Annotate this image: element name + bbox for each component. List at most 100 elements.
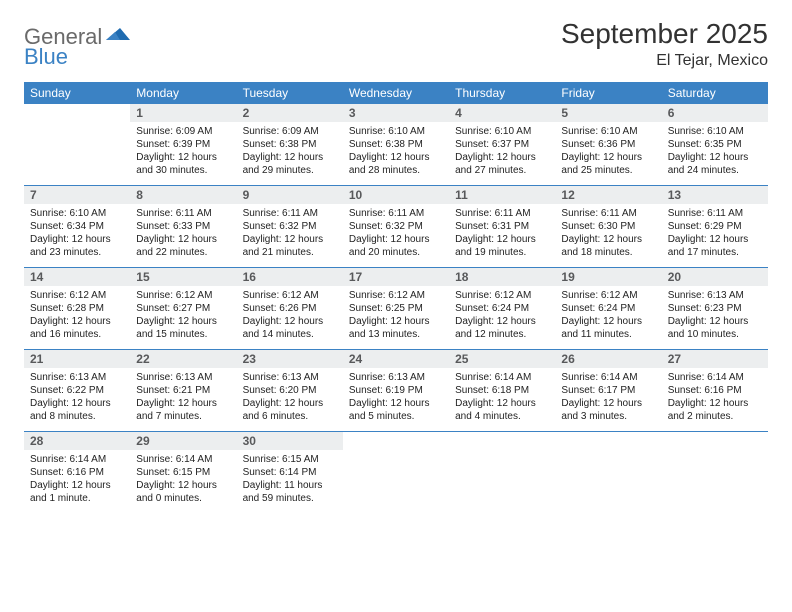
day-cell: 9Sunrise: 6:11 AMSunset: 6:32 PMDaylight… xyxy=(237,186,343,268)
day-cell: 19Sunrise: 6:12 AMSunset: 6:24 PMDayligh… xyxy=(555,268,661,350)
day-number xyxy=(555,432,661,450)
day-number xyxy=(662,432,768,450)
info-line: Sunset: 6:38 PM xyxy=(349,138,443,151)
day-number: 2 xyxy=(237,104,343,122)
day-info: Sunrise: 6:10 AMSunset: 6:37 PMDaylight:… xyxy=(449,122,555,185)
info-line: Sunset: 6:15 PM xyxy=(136,466,230,479)
info-line: Sunrise: 6:11 AM xyxy=(243,207,337,220)
info-line: Daylight: 12 hours xyxy=(561,151,655,164)
day-number: 9 xyxy=(237,186,343,204)
info-line: Sunset: 6:37 PM xyxy=(455,138,549,151)
day-info: Sunrise: 6:11 AMSunset: 6:33 PMDaylight:… xyxy=(130,204,236,267)
info-line: and 18 minutes. xyxy=(561,246,655,259)
info-line: Daylight: 12 hours xyxy=(668,233,762,246)
info-line: and 25 minutes. xyxy=(561,164,655,177)
day-cell: 22Sunrise: 6:13 AMSunset: 6:21 PMDayligh… xyxy=(130,350,236,432)
info-line: Daylight: 12 hours xyxy=(136,315,230,328)
info-line: and 29 minutes. xyxy=(243,164,337,177)
info-line: Daylight: 12 hours xyxy=(349,315,443,328)
day-header: Saturday xyxy=(662,82,768,104)
info-line: Sunset: 6:22 PM xyxy=(30,384,124,397)
info-line: Sunrise: 6:13 AM xyxy=(243,371,337,384)
day-header: Wednesday xyxy=(343,82,449,104)
logo-triangle-icon xyxy=(106,26,130,49)
info-line: Daylight: 12 hours xyxy=(30,315,124,328)
day-cell: 11Sunrise: 6:11 AMSunset: 6:31 PMDayligh… xyxy=(449,186,555,268)
info-line: Daylight: 12 hours xyxy=(30,233,124,246)
day-info: Sunrise: 6:15 AMSunset: 6:14 PMDaylight:… xyxy=(237,450,343,513)
info-line: Sunrise: 6:10 AM xyxy=(349,125,443,138)
day-info xyxy=(449,450,555,510)
info-line: Daylight: 12 hours xyxy=(243,151,337,164)
day-number: 28 xyxy=(24,432,130,450)
location: El Tejar, Mexico xyxy=(561,52,768,70)
info-line: Daylight: 12 hours xyxy=(136,479,230,492)
info-line: Sunset: 6:39 PM xyxy=(136,138,230,151)
info-line: and 7 minutes. xyxy=(136,410,230,423)
day-number: 18 xyxy=(449,268,555,286)
day-number: 24 xyxy=(343,350,449,368)
day-cell: 20Sunrise: 6:13 AMSunset: 6:23 PMDayligh… xyxy=(662,268,768,350)
day-header: Thursday xyxy=(449,82,555,104)
info-line: Sunset: 6:27 PM xyxy=(136,302,230,315)
info-line: and 30 minutes. xyxy=(136,164,230,177)
info-line: Sunset: 6:24 PM xyxy=(561,302,655,315)
week-row: 1 Sunrise: 6:09 AM Sunset: 6:39 PM Daylight… xyxy=(24,104,768,186)
info-line: Sunrise: 6:11 AM xyxy=(349,207,443,220)
day-number: 14 xyxy=(24,268,130,286)
info-line: Sunrise: 6:13 AM xyxy=(30,371,124,384)
info-line: Daylight: 12 hours xyxy=(349,233,443,246)
info-line: and 0 minutes. xyxy=(136,492,230,505)
day-number: 19 xyxy=(555,268,661,286)
info-line: Sunrise: 6:10 AM xyxy=(668,125,762,138)
info-line: Daylight: 12 hours xyxy=(243,397,337,410)
day-number: 5 xyxy=(555,104,661,122)
day-header-row: SundayMondayTuesdayWednesdayThursdayFrid… xyxy=(24,82,768,104)
info-line: Sunset: 6:19 PM xyxy=(349,384,443,397)
info-line: Sunset: 6:30 PM xyxy=(561,220,655,233)
info-line: Sunset: 6:38 PM xyxy=(243,138,337,151)
logo-text-blue: Blue xyxy=(24,44,68,69)
info-line: Daylight: 12 hours xyxy=(30,397,124,410)
day-number: 7 xyxy=(24,186,130,204)
day-number xyxy=(343,432,449,450)
empty-cell xyxy=(24,104,130,186)
info-line: and 11 minutes. xyxy=(561,328,655,341)
day-info: Sunrise: 6:11 AMSunset: 6:32 PMDaylight:… xyxy=(237,204,343,267)
info-line: and 59 minutes. xyxy=(243,492,337,505)
day-number: 12 xyxy=(555,186,661,204)
info-line: Daylight: 12 hours xyxy=(455,233,549,246)
info-line: Sunset: 6:18 PM xyxy=(455,384,549,397)
info-line: Daylight: 12 hours xyxy=(455,397,549,410)
info-line: Sunrise: 6:12 AM xyxy=(30,289,124,302)
day-info: Sunrise: 6:12 AMSunset: 6:28 PMDaylight:… xyxy=(24,286,130,349)
info-line: Daylight: 12 hours xyxy=(668,151,762,164)
week-row: 21Sunrise: 6:13 AMSunset: 6:22 PMDayligh… xyxy=(24,350,768,432)
info-line: and 3 minutes. xyxy=(561,410,655,423)
day-number: 21 xyxy=(24,350,130,368)
info-line: and 2 minutes. xyxy=(668,410,762,423)
day-info: Sunrise: 6:14 AMSunset: 6:16 PMDaylight:… xyxy=(24,450,130,513)
info-line: Daylight: 12 hours xyxy=(668,397,762,410)
calendar-body: 1 Sunrise: 6:09 AM Sunset: 6:39 PM Daylight… xyxy=(24,104,768,513)
day-info xyxy=(24,122,130,182)
info-line: Sunrise: 6:09 AM xyxy=(243,125,337,138)
day-info: Sunrise: 6:11 AMSunset: 6:29 PMDaylight:… xyxy=(662,204,768,267)
info-line: Daylight: 12 hours xyxy=(136,397,230,410)
day-cell: 18Sunrise: 6:12 AMSunset: 6:24 PMDayligh… xyxy=(449,268,555,350)
day-number: 22 xyxy=(130,350,236,368)
day-info xyxy=(662,450,768,510)
day-info: Sunrise: 6:12 AMSunset: 6:26 PMDaylight:… xyxy=(237,286,343,349)
day-number: 10 xyxy=(343,186,449,204)
info-line: Sunset: 6:31 PM xyxy=(455,220,549,233)
day-number: 6 xyxy=(662,104,768,122)
info-line: Daylight: 12 hours xyxy=(455,315,549,328)
info-line: Sunrise: 6:11 AM xyxy=(136,207,230,220)
day-number xyxy=(24,104,130,122)
day-info: Sunrise: 6:11 AMSunset: 6:31 PMDaylight:… xyxy=(449,204,555,267)
day-cell: 6Sunrise: 6:10 AMSunset: 6:35 PMDaylight… xyxy=(662,104,768,186)
day-number: 1 xyxy=(130,104,236,122)
week-row: 14Sunrise: 6:12 AMSunset: 6:28 PMDayligh… xyxy=(24,268,768,350)
info-line: Daylight: 12 hours xyxy=(561,233,655,246)
day-cell: 10Sunrise: 6:11 AMSunset: 6:32 PMDayligh… xyxy=(343,186,449,268)
